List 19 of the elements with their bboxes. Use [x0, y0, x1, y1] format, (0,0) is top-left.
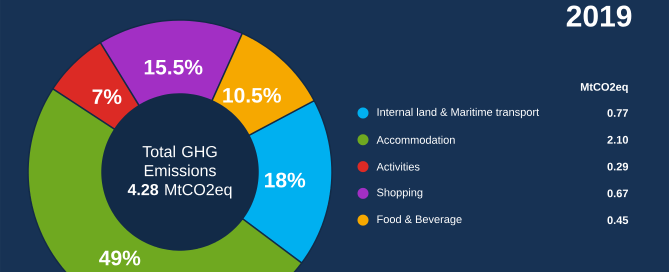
text: 4.28 MtCO2eq: [128, 184, 232, 198]
text: Total GHG Emissions: [142, 146, 217, 176]
legend-label: Internal land & Maritime transport: [378, 108, 540, 118]
text: 2019: [566, 6, 632, 27]
text: 0.29: [607, 162, 628, 170]
text: 0.67: [607, 190, 628, 198]
text: 2.10: [607, 136, 628, 144]
text: 0.45: [607, 216, 628, 224]
data-label: 15.5%: [144, 60, 202, 75]
legend-title: MtCO2eq: [580, 83, 628, 93]
legend-label: Food & Beverage: [377, 215, 462, 226]
data-label: 10.5%: [223, 88, 281, 103]
data-label: 7%: [92, 89, 122, 104]
legend-label: Shopping: [377, 188, 422, 199]
data-label: 49%: [99, 250, 140, 266]
text: 0.77: [607, 109, 628, 117]
data-label: 18%: [265, 172, 306, 188]
legend-label: Activities: [376, 162, 420, 171]
legend-label: Accommodation: [376, 136, 455, 144]
